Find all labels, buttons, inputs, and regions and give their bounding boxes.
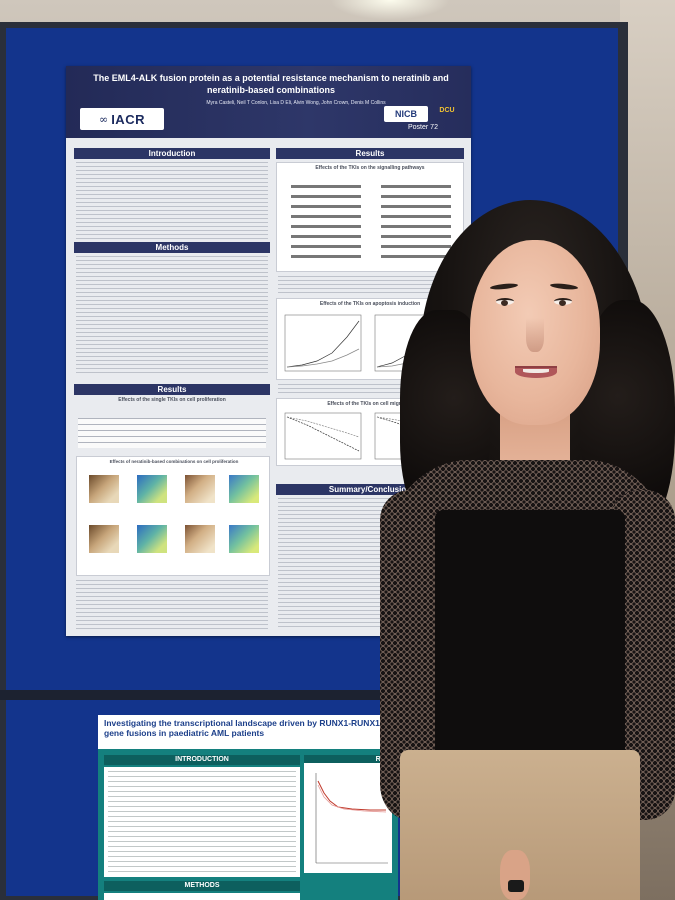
second-poster-methods-heading: METHODS	[104, 881, 300, 891]
combination-figure: Effects of neratinib-based combinations …	[76, 456, 270, 576]
presenter	[360, 190, 675, 900]
nicb-logo: NICB	[384, 106, 428, 122]
blot-band	[291, 185, 361, 188]
right-eye	[554, 298, 572, 306]
blot-band	[291, 215, 361, 218]
blot-band	[381, 235, 451, 238]
section-heading-summary: Summary/Conclusion	[276, 484, 464, 495]
heatmap-4	[229, 475, 259, 503]
ic50-table	[78, 418, 266, 448]
wristwatch-icon	[508, 880, 524, 892]
section-heading-results-right: Results	[276, 148, 464, 159]
heatmap-8	[229, 525, 259, 553]
section-heading-methods: Methods	[74, 242, 270, 253]
blot-band	[381, 255, 451, 258]
nose	[526, 318, 544, 352]
figure-title-migration: Effects of the TKIs on cell migration	[327, 401, 413, 407]
blot-band	[291, 225, 361, 228]
heatmap-3	[185, 475, 215, 503]
signalling-caption-text	[278, 276, 462, 294]
iacr-logo-mark-icon: ∞	[99, 112, 109, 126]
figure-title-proliferation-single: Effects of the single TKIs on cell proli…	[118, 397, 226, 403]
blot-band	[381, 245, 451, 248]
heatmap-2	[137, 475, 167, 503]
poster-number: Poster 72	[408, 124, 438, 131]
left-eye	[496, 298, 514, 306]
second-poster-header	[98, 715, 398, 749]
right-eyebrow	[549, 282, 579, 291]
blot-band	[381, 225, 451, 228]
left-eyebrow	[489, 282, 519, 291]
board-divider	[0, 690, 628, 700]
heatmap-1	[89, 475, 119, 503]
blot-band	[291, 245, 361, 248]
section-heading-results-left: Results	[74, 384, 270, 395]
blot-band	[291, 195, 361, 198]
poster-title: The EML4-ALK fusion protein as a potenti…	[93, 73, 449, 95]
introduction-text	[76, 162, 268, 240]
figure-legend-text	[76, 580, 268, 630]
blot-band	[291, 235, 361, 238]
heatmap-6	[137, 525, 167, 553]
blot-band	[381, 205, 451, 208]
signalling-figure: Effects of the TKIs on the signalling pa…	[276, 162, 464, 272]
second-poster-curve	[315, 773, 388, 864]
face	[470, 240, 600, 425]
right-hand	[500, 850, 530, 900]
heatmap-5	[89, 525, 119, 553]
iacr-logo-text: IACR	[111, 111, 145, 127]
smile	[515, 366, 557, 378]
second-poster-text-lines	[108, 771, 296, 873]
blot-band	[381, 195, 451, 198]
second-poster-introduction-body	[104, 767, 300, 877]
figure-title-proliferation-combo: Effects of neratinib-based combinations …	[109, 459, 239, 464]
dcu-logo: DCU	[439, 107, 455, 114]
second-poster-title: Investigating the transcriptional landsc…	[104, 718, 390, 738]
ceiling-light	[330, 0, 450, 20]
blot-band	[381, 185, 451, 188]
blot-band	[291, 205, 361, 208]
second-poster-methods-body	[104, 893, 300, 900]
section-heading-introduction: Introduction	[74, 148, 270, 159]
second-poster: Investigating the transcriptional landsc…	[98, 715, 398, 900]
second-poster-introduction-heading: INTRODUCTION	[104, 755, 300, 765]
iacr-logo: ∞ IACR	[80, 108, 164, 130]
figure-title-signalling: Effects of the TKIs on the signalling pa…	[315, 165, 425, 171]
methods-text	[76, 256, 268, 376]
second-poster-chart	[304, 763, 392, 873]
heatmap-7	[185, 525, 215, 553]
blot-band	[291, 255, 361, 258]
black-top-body	[435, 510, 625, 770]
blot-band	[381, 215, 451, 218]
apoptosis-caption-text	[278, 384, 462, 394]
poster-authors: Myra Casteli, Neil T Conlon, Lisa D Eli,…	[206, 100, 386, 106]
figure-title-apoptosis: Effects of the TKIs on apoptosis inducti…	[319, 301, 421, 307]
